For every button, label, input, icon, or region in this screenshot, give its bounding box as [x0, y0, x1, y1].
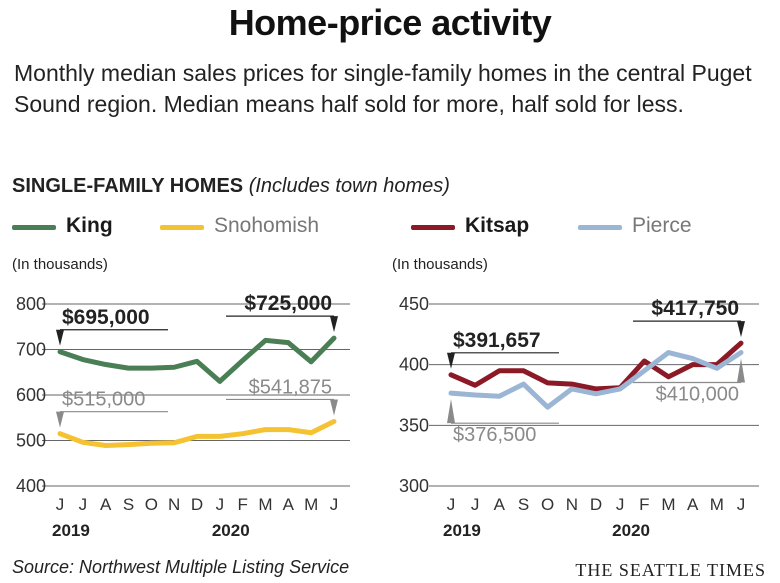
legend-label-pierce: Pierce	[632, 214, 692, 237]
y-tick-label: 300	[399, 476, 429, 496]
x-tick-label: M	[304, 495, 318, 514]
unit-label-right: (In thousands)	[392, 256, 488, 273]
series-line-kitsap	[448, 340, 744, 392]
callout-pointer	[56, 411, 64, 428]
x-tick-label: N	[566, 495, 578, 514]
callout-pointer	[737, 321, 745, 338]
series-line-snohomish	[57, 418, 337, 449]
series-line-king	[57, 335, 337, 384]
y-tick-label: 400	[399, 355, 429, 375]
source-note: Source: Northwest Multiple Listing Servi…	[12, 557, 350, 577]
x-tick-label: J	[616, 495, 625, 514]
legend-swatch-pierce	[578, 225, 622, 230]
legend-item-snohomish: Snohomish	[160, 214, 360, 240]
legend-swatch-king	[12, 225, 56, 230]
x-tick-label: S	[123, 495, 134, 514]
data-label: $515,000	[62, 389, 145, 411]
x-tick-label: A	[494, 495, 506, 514]
subtitle: Monthly median sales prices for single-f…	[14, 60, 752, 117]
unit-label-left: (In thousands)	[12, 256, 108, 273]
data-label: $376,500	[453, 424, 536, 446]
x-tick-label: J	[79, 495, 88, 514]
x-tick-label: J	[216, 495, 225, 514]
x-tick-label: J	[471, 495, 480, 514]
y-tick-label: 350	[399, 415, 429, 435]
section-note: (Includes town homes)	[248, 175, 450, 197]
x-tick-label: A	[283, 495, 295, 514]
x-tick-label: D	[191, 495, 203, 514]
x-tick-label: F	[639, 495, 649, 514]
x-tick-label: O	[541, 495, 554, 514]
legend-item-pierce: Pierce	[578, 214, 728, 240]
page-title: Home-price activity	[228, 2, 552, 43]
y-tick-label: 400	[16, 476, 46, 496]
year-label: 2019	[52, 521, 90, 540]
x-tick-label: S	[518, 495, 529, 514]
x-tick-label: A	[687, 495, 699, 514]
x-tick-label: O	[145, 495, 158, 514]
section-title: SINGLE-FAMILY HOMES (Includes town homes…	[12, 175, 450, 198]
data-label: $391,657	[453, 329, 541, 352]
x-tick-label: N	[168, 495, 180, 514]
legend-swatch-snohomish	[160, 225, 204, 230]
y-tick-label: 500	[16, 431, 46, 451]
x-tick-label: M	[661, 495, 675, 514]
x-tick-label: M	[710, 495, 724, 514]
x-tick-label: J	[447, 495, 456, 514]
legend-label-snohomish: Snohomish	[214, 214, 320, 237]
x-tick-label: A	[100, 495, 112, 514]
year-label: 2020	[612, 521, 650, 540]
series-line-pierce	[448, 350, 744, 410]
x-tick-label: J	[330, 495, 339, 514]
year-label: 2020	[212, 521, 250, 540]
x-tick-label: D	[590, 495, 602, 514]
callout-pointer	[447, 352, 455, 369]
legend-item-kitsap: Kitsap	[411, 214, 561, 240]
legend-label-king: King	[66, 214, 113, 237]
year-label: 2019	[443, 521, 481, 540]
x-tick-label: F	[237, 495, 247, 514]
y-tick-label: 450	[399, 294, 429, 314]
x-tick-label: J	[737, 495, 746, 514]
x-tick-label: J	[56, 495, 65, 514]
legend-label-kitsap: Kitsap	[465, 214, 530, 237]
data-label: $541,875	[249, 376, 332, 398]
legend-swatch-kitsap	[411, 225, 455, 230]
section-title-text: SINGLE-FAMILY HOMES	[12, 175, 244, 197]
callout-pointer	[56, 329, 64, 346]
legend-item-king: King	[12, 214, 152, 240]
y-tick-label: 700	[16, 340, 46, 360]
callout-pointer	[330, 316, 338, 333]
callout-pointer	[330, 399, 338, 416]
x-tick-label: M	[258, 495, 272, 514]
data-label: $410,000	[656, 384, 739, 406]
publisher-logo: THE SEATTLE TIMES	[575, 560, 766, 580]
y-tick-label: 600	[16, 385, 46, 405]
callout-pointer	[737, 358, 745, 383]
data-label: $725,000	[244, 292, 332, 315]
data-label: $417,750	[651, 297, 739, 320]
y-tick-label: 800	[16, 294, 46, 314]
callout-pointer	[447, 399, 455, 424]
data-label: $695,000	[62, 306, 150, 329]
